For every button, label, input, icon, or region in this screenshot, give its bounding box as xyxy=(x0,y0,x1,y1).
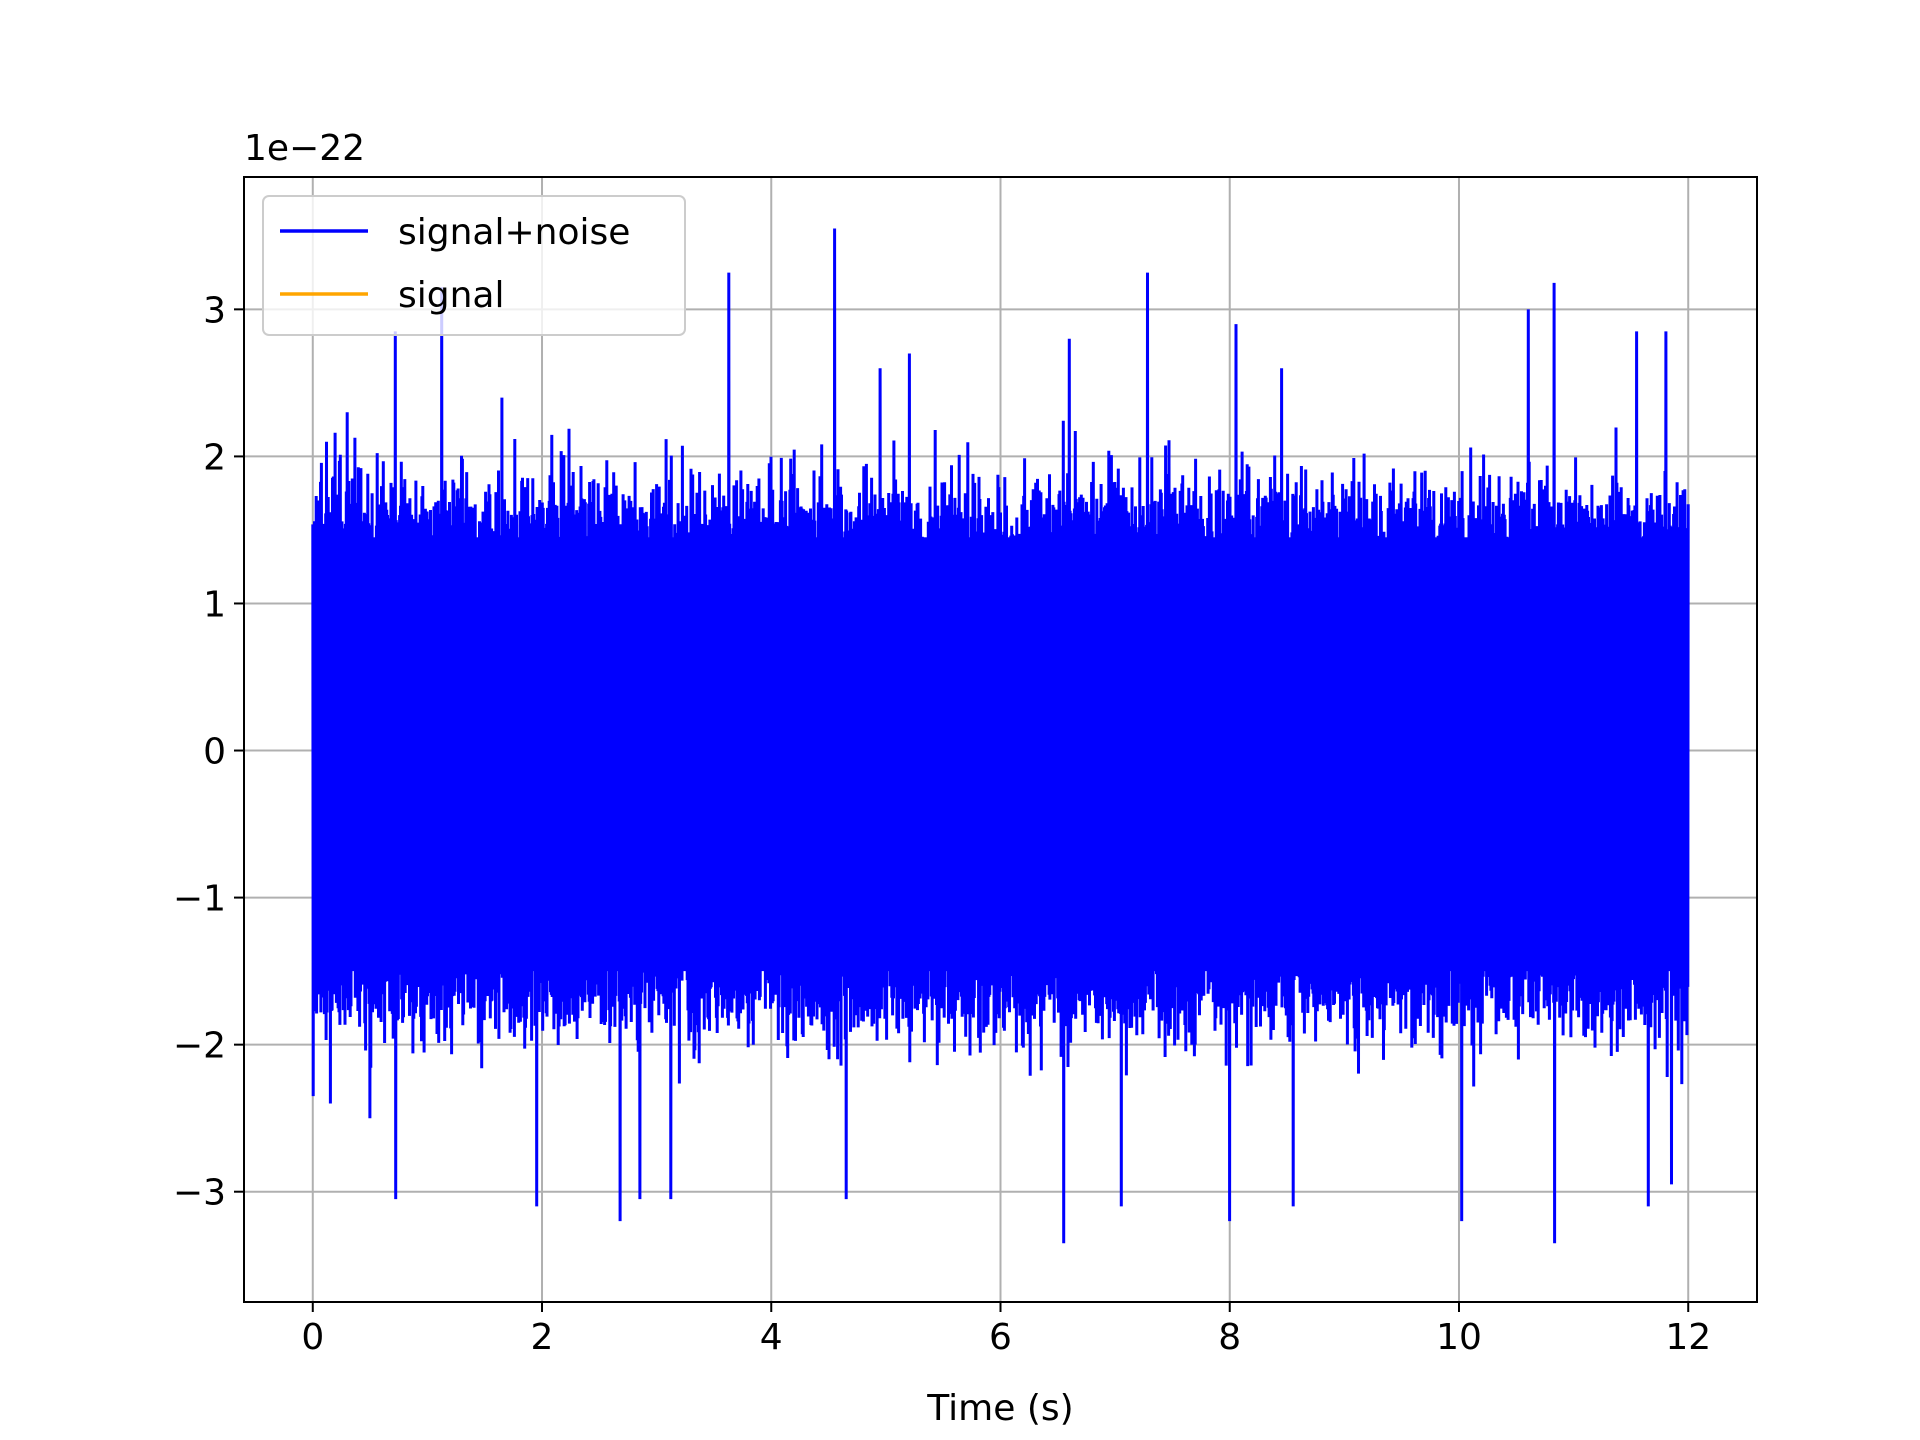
y-tick-label: 3 xyxy=(203,290,226,331)
legend-label: signal xyxy=(398,275,505,316)
y-tick-label: −1 xyxy=(173,879,226,920)
legend: signal+noise signal xyxy=(262,195,686,336)
y-tick-label: 2 xyxy=(203,437,226,478)
y-axis: −3 −2 −1 0 1 2 3 xyxy=(173,290,244,1214)
y-tick-label: 1 xyxy=(203,584,226,625)
series-band-signal-noise xyxy=(312,537,1689,972)
x-axis: 0 2 4 6 8 10 12 xyxy=(301,1302,1711,1358)
x-axis-label: Time (s) xyxy=(926,1388,1073,1429)
x-tick-label: 4 xyxy=(760,1317,783,1358)
x-tick-label: 10 xyxy=(1436,1317,1482,1358)
x-tick-label: 8 xyxy=(1218,1317,1241,1358)
x-tick-label: 2 xyxy=(531,1317,554,1358)
plot-area xyxy=(311,228,1690,1244)
y-tick-label: −2 xyxy=(173,1026,226,1067)
legend-box xyxy=(262,195,686,336)
y-tick-label: 0 xyxy=(203,732,226,773)
x-tick-label: 0 xyxy=(301,1317,324,1358)
y-offset-label: 1e−22 xyxy=(244,128,365,169)
legend-label: signal+noise xyxy=(398,212,630,253)
y-tick-label: −3 xyxy=(173,1173,226,1214)
x-tick-label: 6 xyxy=(989,1317,1012,1358)
x-tick-label: 12 xyxy=(1665,1317,1711,1358)
